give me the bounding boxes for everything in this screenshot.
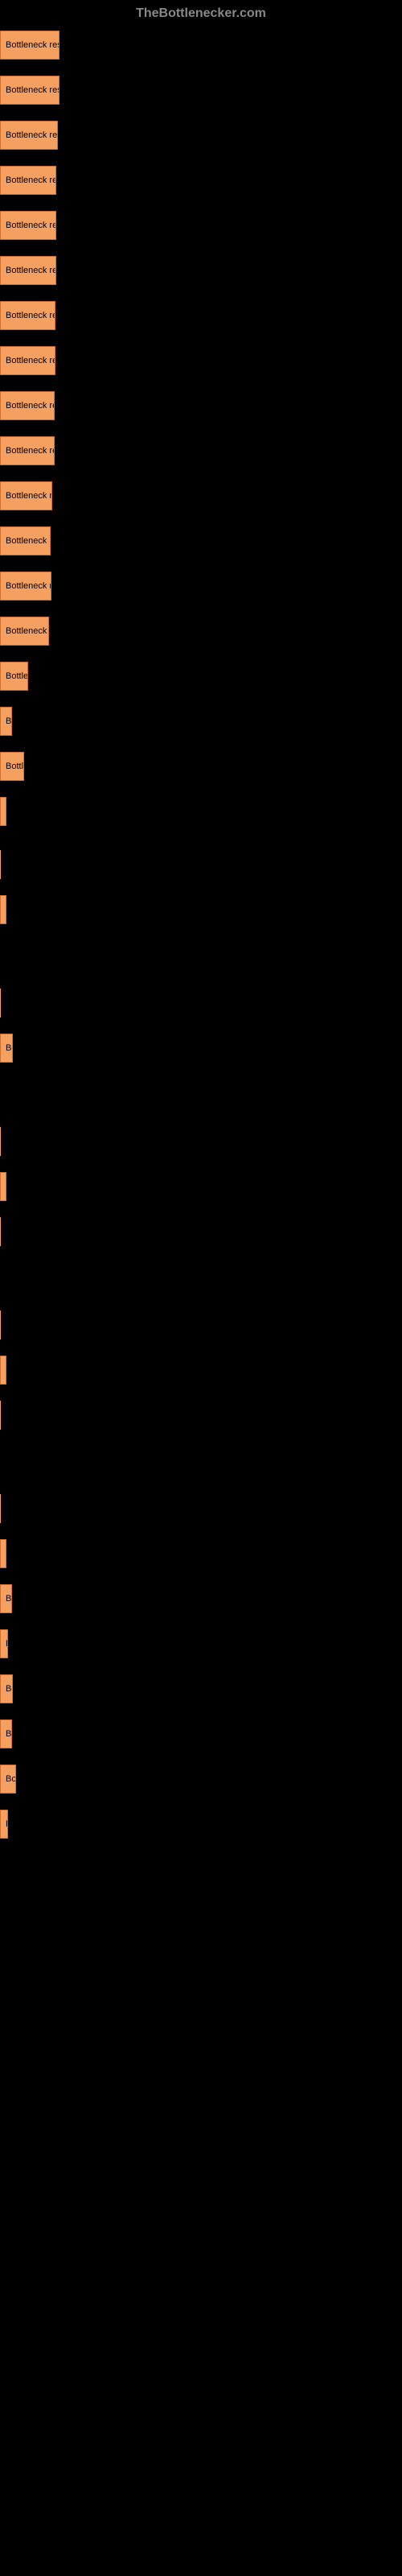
data-bar: Bottleneck re xyxy=(0,481,52,510)
bar-row: B xyxy=(0,1629,402,1658)
data-bar: Bottleneck res xyxy=(0,301,55,330)
data-bar xyxy=(0,1539,6,1568)
bar-row: Bottleneck res xyxy=(0,301,402,330)
data-bar: Bot xyxy=(0,1765,16,1794)
bar-row: Bottleneck res xyxy=(0,436,402,465)
bar-row xyxy=(0,797,402,826)
bar-row: Bottle xyxy=(0,752,402,781)
bar-row: Bottleneck resu xyxy=(0,76,402,105)
bar-row: Bo xyxy=(0,707,402,736)
bar-row: Bottleneck res xyxy=(0,256,402,285)
bar-row: Bottleneck r xyxy=(0,617,402,646)
baseline-marker xyxy=(0,1127,1,1156)
bar-row: Bottleneck res xyxy=(0,211,402,240)
bar-row: Bottlen xyxy=(0,662,402,691)
data-bar xyxy=(0,1172,6,1201)
bar-row: B xyxy=(0,1810,402,1839)
bar-row xyxy=(0,1217,402,1246)
data-bar: Bottleneck resu xyxy=(0,31,59,60)
bar-row: Bo xyxy=(0,1719,402,1748)
bar-row xyxy=(0,1172,402,1201)
bar-row xyxy=(0,850,402,879)
bar-row xyxy=(0,1539,402,1568)
data-bar: Bottleneck res xyxy=(0,211,56,240)
data-bar: Bottleneck res xyxy=(0,166,56,195)
data-bar: Bottleneck resu xyxy=(0,121,58,150)
bar-row xyxy=(0,1401,402,1430)
bar-row: Bottleneck r xyxy=(0,526,402,555)
data-bar: Bottleneck res xyxy=(0,346,55,375)
bar-row: Bottleneck re xyxy=(0,572,402,601)
data-bar: B xyxy=(0,1810,8,1839)
data-bar: Bottleneck resu xyxy=(0,76,59,105)
bar-row: Bottleneck res xyxy=(0,166,402,195)
data-bar: Bottleneck res xyxy=(0,256,56,285)
data-bar xyxy=(0,797,6,826)
bar-row: Bottleneck re xyxy=(0,481,402,510)
data-bar: Bo xyxy=(0,1674,13,1703)
bar-row xyxy=(0,1311,402,1340)
bar-row xyxy=(0,1127,402,1156)
data-bar: Bottlen xyxy=(0,662,28,691)
data-bar: Bo xyxy=(0,707,12,736)
bar-row: Bottleneck resu xyxy=(0,121,402,150)
bar-row xyxy=(0,1356,402,1385)
bar-row: B xyxy=(0,895,402,924)
bar-row: Bo xyxy=(0,1034,402,1063)
data-bar: Bo xyxy=(0,1719,12,1748)
baseline-marker xyxy=(0,1217,1,1246)
bars-container: Bottleneck resu Bottleneck resu Bottleneck… xyxy=(0,31,402,1839)
data-bar: Bottleneck res xyxy=(0,391,55,420)
page-header: TheBottlenecker.com xyxy=(0,0,402,31)
bar-row xyxy=(0,989,402,1018)
data-bar: Bottleneck r xyxy=(0,526,51,555)
data-bar: Bottleneck re xyxy=(0,572,51,601)
data-bar: B xyxy=(0,1629,8,1658)
data-bar: Bottleneck res xyxy=(0,436,55,465)
bar-row: Bot xyxy=(0,1765,402,1794)
data-bar: Bottle xyxy=(0,752,24,781)
bar-row xyxy=(0,1494,402,1523)
data-bar: B xyxy=(0,895,6,924)
bar-row: Bo xyxy=(0,1584,402,1613)
data-bar: Bo xyxy=(0,1584,12,1613)
bar-row: Bottleneck res xyxy=(0,391,402,420)
baseline-marker xyxy=(0,1401,1,1430)
baseline-marker xyxy=(0,989,1,1018)
baseline-marker xyxy=(0,1311,1,1340)
baseline-marker xyxy=(0,850,1,879)
bar-row: Bo xyxy=(0,1674,402,1703)
bar-row: Bottleneck res xyxy=(0,346,402,375)
data-bar: Bottleneck r xyxy=(0,617,49,646)
data-bar: Bo xyxy=(0,1034,13,1063)
baseline-marker xyxy=(0,1494,1,1523)
bar-row: Bottleneck resu xyxy=(0,31,402,60)
data-bar xyxy=(0,1356,6,1385)
